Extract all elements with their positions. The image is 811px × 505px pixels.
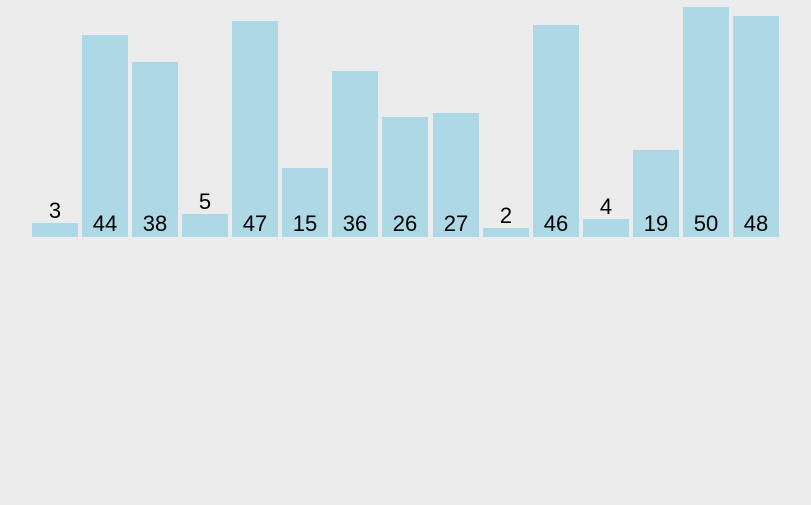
bar-value-label: 3 [48, 198, 62, 223]
bar [182, 214, 228, 237]
bar-value-label: 2 [499, 203, 513, 228]
bar [633, 150, 679, 237]
bar [382, 117, 428, 237]
bar [332, 71, 378, 237]
bar [32, 223, 78, 237]
bar [583, 219, 629, 237]
bar-value-label: 19 [643, 211, 669, 236]
bar-value-label: 26 [392, 211, 418, 236]
bar [733, 16, 779, 237]
bar-value-label: 38 [142, 211, 168, 236]
bar [232, 21, 278, 237]
bar-value-label: 36 [342, 211, 368, 236]
bar [433, 113, 479, 237]
bar [483, 228, 529, 237]
bar [533, 25, 579, 237]
bar-value-label: 5 [198, 189, 212, 214]
bar-value-label: 44 [92, 211, 118, 236]
bar-value-label: 47 [242, 211, 268, 236]
bar-value-label: 46 [543, 211, 569, 236]
bar-chart: 3 44 38 5 47 15 36 26 27 2 46 4 19 50 48 [0, 0, 811, 237]
bar-value-label: 50 [693, 211, 719, 236]
bar-value-label: 48 [743, 211, 769, 236]
bar [282, 168, 328, 237]
bar [82, 35, 128, 237]
bar [683, 7, 729, 237]
bar [132, 62, 178, 237]
bar-value-label: 4 [599, 194, 613, 219]
bar-value-label: 27 [443, 211, 469, 236]
bar-value-label: 15 [292, 211, 318, 236]
